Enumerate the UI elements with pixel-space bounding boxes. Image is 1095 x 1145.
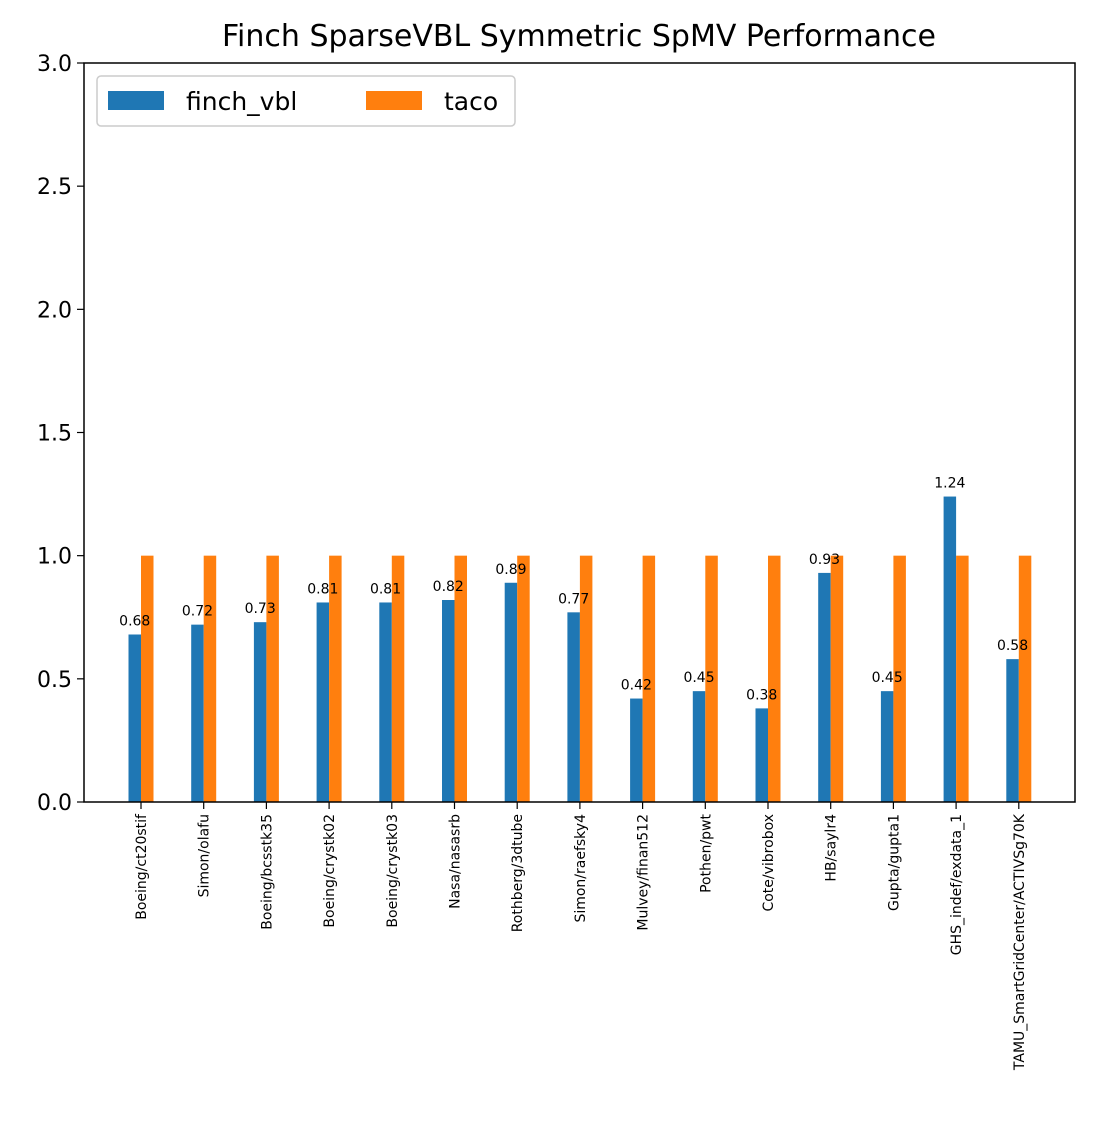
bar-taco-cote-vibrobox [768, 555, 781, 802]
bar-finch-vbl-hb-saylr4 [818, 572, 831, 802]
x-tick-label-simon-raefsky4: Simon/raefsky4 [573, 814, 589, 923]
legend-label-taco: taco [444, 87, 498, 116]
bar-finch-vbl-mulvey-finan512 [630, 698, 643, 802]
x-tick-label-rothberg-3dtube: Rothberg/3dtube [510, 814, 526, 932]
data-label-finch-vbl-simon-raefsky4: 0.77 [558, 591, 589, 607]
data-label-finch-vbl-mulvey-finan512: 0.42 [621, 678, 652, 694]
legend-swatch-taco [366, 91, 422, 110]
bar-finch-vbl-ghs-indef-exdata-1 [943, 496, 957, 802]
bar-taco-hb-saylr4 [830, 555, 844, 802]
y-tick-label: 2.0 [37, 298, 72, 323]
legend-box [96, 75, 516, 127]
data-labels-layer: 0.68 0.72 0.73 0.81 0.81 0.82 0.89 0.77 0.42 0.45… [119, 476, 1028, 704]
x-tick-label-boeing-ct20stif: Boeing/ct20stif [134, 813, 150, 920]
x-tick-label-tamu-smartgridcenter-activsg70k: TAMU_SmartGridCenter/ACTIVSg70K [1012, 813, 1028, 1071]
y-tick-label: 0.0 [37, 791, 72, 816]
bar-taco-simon-olafu [203, 555, 217, 802]
x-tick-label-boeing-crystk03: Boeing/crystk03 [385, 814, 401, 928]
bar-taco-boeing-crystk02 [329, 555, 342, 802]
x-tick-label-gupta-gupta1: Gupta/gupta1 [886, 814, 902, 911]
x-tick-label-nasa-nasasrb: Nasa/nasasrb [448, 814, 464, 909]
bar-finch-vbl-boeing-ct20stif [128, 634, 141, 802]
data-label-finch-vbl-nasa-nasasrb: 0.82 [433, 579, 464, 595]
bar-taco-rothberg-3dtube [517, 555, 530, 802]
plot-area-frame [83, 62, 1076, 803]
bar-finch-vbl-nasa-nasasrb [442, 600, 455, 802]
data-label-finch-vbl-rothberg-3dtube: 0.89 [495, 562, 526, 578]
data-label-finch-vbl-pothen-pwt: 0.45 [683, 670, 714, 686]
bar-taco-ghs-indef-exdata-1 [956, 555, 969, 802]
data-label-finch-vbl-ghs-indef-exdata-1: 1.24 [934, 476, 965, 492]
bar-taco-boeing-ct20stif [141, 555, 154, 802]
chart-title: Finch SparseVBL Symmetric SpMV Performan… [222, 19, 936, 54]
bar-taco-gupta-gupta1 [893, 555, 906, 802]
bar-finch-vbl-gupta-gupta1 [880, 691, 894, 802]
bar-finch-vbl-cote-vibrobox [755, 708, 768, 802]
y-axis: 0.0 0.5 1.0 1.5 2.0 2.5 3.0 [37, 52, 84, 816]
bar-taco-boeing-bcsstk35 [266, 555, 279, 802]
bar-taco-nasa-nasasrb [454, 555, 467, 802]
data-label-finch-vbl-simon-olafu: 0.72 [182, 604, 213, 620]
bar-taco-tamu-smartgridcenter-activsg70k [1018, 555, 1032, 802]
y-tick-label: 1.5 [37, 422, 72, 447]
data-label-finch-vbl-boeing-crystk02: 0.81 [307, 581, 338, 597]
x-tick-label-mulvey-finan512: Mulvey/finan512 [636, 814, 652, 931]
y-tick-label: 1.0 [37, 545, 72, 570]
data-label-finch-vbl-hb-saylr4: 0.93 [809, 552, 840, 568]
bar-taco-boeing-crystk03 [391, 555, 405, 802]
data-label-finch-vbl-boeing-crystk03: 0.81 [370, 581, 401, 597]
y-tick-label: 0.5 [37, 668, 72, 693]
x-tick-label-boeing-crystk02: Boeing/crystk02 [322, 814, 338, 928]
x-tick-label-pothen-pwt: Pothen/pwt [698, 813, 714, 892]
data-label-finch-vbl-boeing-ct20stif: 0.68 [119, 613, 150, 629]
legend-swatch-finch-vbl [108, 91, 164, 110]
data-label-finch-vbl-cote-vibrobox: 0.38 [746, 687, 777, 703]
bar-taco-pothen-pwt [705, 555, 718, 802]
legend: finch_vbl taco [96, 75, 516, 127]
bar-finch-vbl-boeing-bcsstk35 [253, 622, 267, 802]
bar-finch-vbl-pothen-pwt [692, 691, 706, 802]
y-tick-label: 3.0 [37, 52, 72, 77]
bar-finch-vbl-tamu-smartgridcenter-activsg70k [1006, 659, 1019, 802]
legend-label-finch-vbl: finch_vbl [186, 87, 297, 116]
bar-finch-vbl-simon-olafu [191, 624, 204, 802]
x-tick-label-ghs-indef-exdata-1: GHS_indef/exdata_1 [949, 814, 965, 955]
data-label-finch-vbl-gupta-gupta1: 0.45 [872, 670, 903, 686]
bar-taco-mulvey-finan512 [642, 555, 656, 802]
x-tick-label-hb-saylr4: HB/saylr4 [824, 814, 840, 882]
y-tick-label: 2.5 [37, 175, 72, 200]
bar-finch-vbl-boeing-crystk02 [316, 602, 330, 802]
data-label-finch-vbl-boeing-bcsstk35: 0.73 [245, 601, 276, 617]
data-label-finch-vbl-tamu-smartgridcenter-activsg70k: 0.58 [997, 638, 1028, 654]
x-tick-label-cote-vibrobox: Cote/vibrobox [761, 814, 777, 912]
bars-layer [128, 496, 1032, 802]
x-axis: Boeing/ct20stif Simon/olafu Boeing/bcsstk3… [134, 802, 1028, 1071]
bar-taco-simon-raefsky4 [579, 555, 593, 802]
bar-finch-vbl-rothberg-3dtube [504, 582, 518, 802]
bar-finch-vbl-boeing-crystk03 [379, 602, 392, 802]
x-tick-label-simon-olafu: Simon/olafu [197, 814, 213, 897]
bar-finch-vbl-simon-raefsky4 [567, 612, 580, 802]
x-tick-label-boeing-bcsstk35: Boeing/bcsstk35 [259, 814, 275, 930]
